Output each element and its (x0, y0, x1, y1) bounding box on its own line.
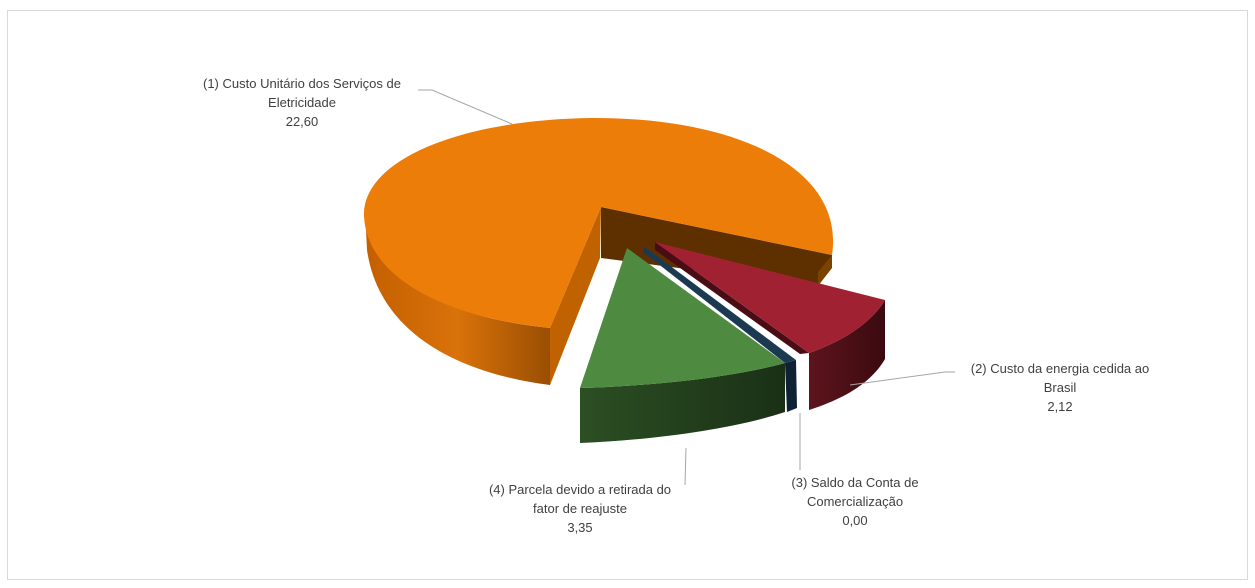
slice-2-side (809, 300, 885, 410)
slice-1-inner-side (601, 207, 832, 286)
slice-4-label: (4) Parcela devido a retirada do fator d… (460, 480, 700, 537)
slice-4-top (580, 248, 785, 388)
slice-1-top (363, 117, 834, 329)
slice-2-label-line-1: (2) Custo da energia cedida ao (970, 361, 1150, 376)
slice-3-label: (3) Saldo da Conta de Comercialização 0,… (770, 473, 940, 530)
slice-2 (655, 242, 885, 410)
slice-2-label: (2) Custo da energia cedida ao Brasil 2,… (945, 359, 1175, 416)
slice-1-outer-side (365, 210, 550, 385)
slice-4-side (580, 363, 785, 443)
slice-3-label-line-1: (3) Saldo da Conta de (791, 475, 919, 490)
slice-1-label-line-1: (1) Custo Unitário dos Serviços de (203, 76, 401, 91)
slice-1-value: 22,60 (285, 114, 319, 129)
slice-4 (580, 248, 785, 443)
slice-2-label-line-2: Brasil (1043, 380, 1077, 395)
slice-3-label-line-2: Comercialização (806, 494, 904, 509)
slice-1-label-line-2: Eletricidade (268, 95, 336, 110)
leader-line-2 (849, 371, 955, 386)
slice-2-top (655, 242, 885, 353)
slice-4-label-line-1: (4) Parcela devido a retirada do (488, 482, 672, 497)
slice-3-value: 0,00 (842, 513, 868, 528)
leader-line-1 (418, 89, 513, 125)
slice-1-right-side (818, 255, 832, 286)
slice-3-side (785, 360, 797, 412)
slice-4-value: 3,35 (567, 520, 593, 535)
slice-3 (643, 247, 797, 412)
slice-2-value: 2,12 (1047, 399, 1073, 414)
slice-1-label: (1) Custo Unitário dos Serviços de Eletr… (177, 74, 427, 131)
slice-1-cut-side (550, 207, 601, 385)
leader-line-4 (684, 447, 687, 486)
slice-4-label-line-2: fator de reajuste (533, 501, 627, 516)
slice-3-top (643, 247, 796, 363)
slice-1 (363, 117, 834, 385)
slice-2-inner-side (655, 242, 809, 354)
